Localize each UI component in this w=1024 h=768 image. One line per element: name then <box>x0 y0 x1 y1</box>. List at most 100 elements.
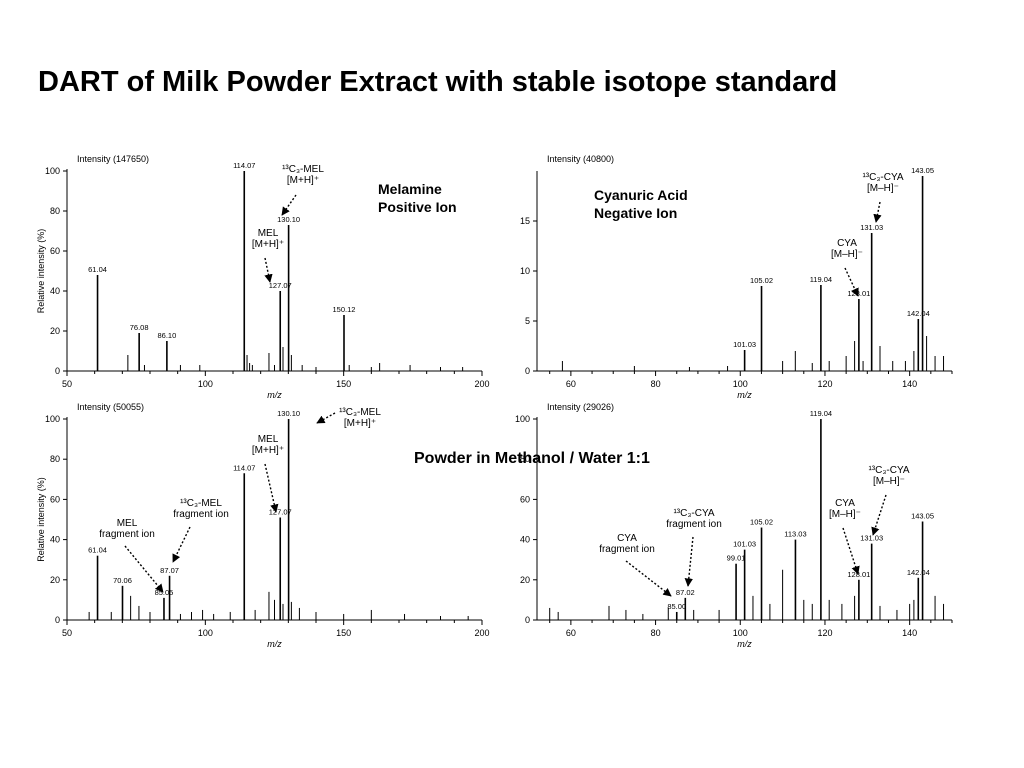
x-tick-label: 100 <box>733 628 748 638</box>
y-tick-label: 0 <box>55 615 60 625</box>
spectrum-panel-tr: 0 5 10 15 60 80 100 120 140 m/z Intensity (40800) 1… <box>520 154 953 400</box>
intensity-header: Intensity (29026) <box>547 402 614 412</box>
annotation-arrow <box>264 257 273 283</box>
y-tick-label: 5 <box>525 316 530 326</box>
annotation-label: fragment ion <box>173 509 229 520</box>
spectrum-panel-tl: 0 20 40 60 80 100 50 100 150 200 m/z Relative inten… <box>36 154 490 400</box>
panel-title: Negative Ion <box>594 205 677 221</box>
peak-label: 142.04 <box>907 309 930 318</box>
peak-label: 130.10 <box>277 409 300 418</box>
annotation-arrow <box>124 545 164 593</box>
y-tick-label: 40 <box>50 286 60 296</box>
annotation-label: ¹³C₃-MEL <box>282 164 324 175</box>
annotation-label: ¹³C₃-CYA <box>673 508 714 519</box>
annotation-arrow <box>842 527 860 575</box>
peak-label: 87.02 <box>676 588 695 597</box>
x-tick-label: 60 <box>566 379 576 389</box>
x-tick-label: 150 <box>336 628 351 638</box>
annotation-label: MEL <box>258 434 279 445</box>
y-tick-label: 80 <box>520 454 530 464</box>
annotation-arrow <box>844 267 859 297</box>
peak-label: 128.01 <box>847 289 870 298</box>
peak-label: 127.07 <box>269 507 292 516</box>
x-tick-label: 150 <box>336 379 351 389</box>
peak-label: 113.03 <box>784 530 806 539</box>
annotation-label: fragment ion <box>599 544 655 555</box>
x-tick-label: 60 <box>566 628 576 638</box>
annotation-label: CYA <box>837 238 857 249</box>
x-tick-label: 80 <box>651 379 661 389</box>
y-tick-label: 40 <box>50 535 60 545</box>
x-tick-label: 100 <box>198 379 213 389</box>
y-tick-label: 0 <box>55 366 60 376</box>
annotation-label: [M+H]⁺ <box>252 239 284 250</box>
peak-label: 119.04 <box>810 275 832 284</box>
annotation-label: fragment ion <box>666 519 722 530</box>
x-tick-label: 120 <box>817 628 832 638</box>
y-tick-label: 80 <box>50 454 60 464</box>
annotation-label: ¹³C₃-MEL <box>180 498 222 509</box>
y-tick-label: 20 <box>520 575 530 585</box>
peak-label: 101.03 <box>733 540 756 549</box>
peak-label: 128.01 <box>847 570 870 579</box>
y-axis-label: Relative intensity (%) <box>36 229 46 314</box>
x-tick-label: 50 <box>62 379 72 389</box>
annotation-label: [M+H]⁺ <box>252 445 284 456</box>
annotation-arrow <box>625 560 672 597</box>
peak-label: 114.07 <box>233 161 255 170</box>
peak-label: 114.07 <box>233 463 255 472</box>
y-tick-label: 20 <box>50 575 60 585</box>
peak-label: 142.04 <box>907 568 930 577</box>
peak-label: 86.10 <box>157 331 176 340</box>
annotation-label: MEL <box>117 518 138 529</box>
x-tick-label: 120 <box>817 379 832 389</box>
annotation-label: [M–H]⁻ <box>867 183 899 194</box>
annotation-label: CYA <box>617 533 637 544</box>
peak-label: 131.03 <box>860 534 883 543</box>
peak-label: 61.04 <box>88 265 107 274</box>
peak-label: 99.01 <box>727 554 746 563</box>
x-tick-label: 50 <box>62 628 72 638</box>
annotation-arrow <box>873 201 882 223</box>
peak-label: 119.04 <box>810 409 832 418</box>
x-axis-label: m/z <box>737 390 752 400</box>
spectrum-panel-bl: 0 20 40 60 80 100 50 100 150 200 m/z Relative inten… <box>36 402 490 649</box>
y-axis-label: Relative intensity (%) <box>36 477 46 562</box>
solvent-caption: Powder in Methanol / Water 1:1 <box>414 450 650 467</box>
x-tick-label: 100 <box>198 628 213 638</box>
y-tick-label: 100 <box>515 414 530 424</box>
annotation-label: fragment ion <box>99 529 155 540</box>
peak-label: 143.05 <box>911 512 934 521</box>
peak-label: 85.00 <box>667 602 686 611</box>
peak-label: 101.03 <box>733 340 756 349</box>
y-tick-label: 20 <box>50 326 60 336</box>
x-tick-label: 100 <box>733 379 748 389</box>
intensity-header: Intensity (40800) <box>547 154 614 164</box>
y-tick-label: 60 <box>50 494 60 504</box>
peak-label: 85.05 <box>155 588 174 597</box>
x-axis-label: m/z <box>267 390 282 400</box>
peak-label: 76.08 <box>130 323 149 332</box>
x-axis-label: m/z <box>737 639 752 649</box>
annotation-label: ¹³C₃-CYA <box>862 172 903 183</box>
annotation-arrow <box>684 536 694 587</box>
annotation-arrow <box>871 494 887 536</box>
panel-title: Positive Ion <box>378 199 457 215</box>
x-tick-label: 140 <box>902 379 917 389</box>
x-tick-label: 200 <box>474 379 489 389</box>
annotation-label: [M–H]⁻ <box>831 249 863 260</box>
y-tick-label: 60 <box>520 494 530 504</box>
annotation-label: [M–H]⁻ <box>873 476 905 487</box>
panel-title: Cyanuric Acid <box>594 187 688 203</box>
peak-label: 61.04 <box>88 546 107 555</box>
annotation-label: [M–H]⁻ <box>829 509 861 520</box>
intensity-header: Intensity (147650) <box>77 154 149 164</box>
y-tick-label: 60 <box>50 246 60 256</box>
y-tick-label: 100 <box>45 414 60 424</box>
peak-label: 70.06 <box>113 576 132 585</box>
annotation-label: CYA <box>835 498 855 509</box>
x-tick-label: 140 <box>902 628 917 638</box>
peak-label: 87.07 <box>160 566 179 575</box>
slide-title: DART of Milk Powder Extract with stable … <box>38 66 838 98</box>
